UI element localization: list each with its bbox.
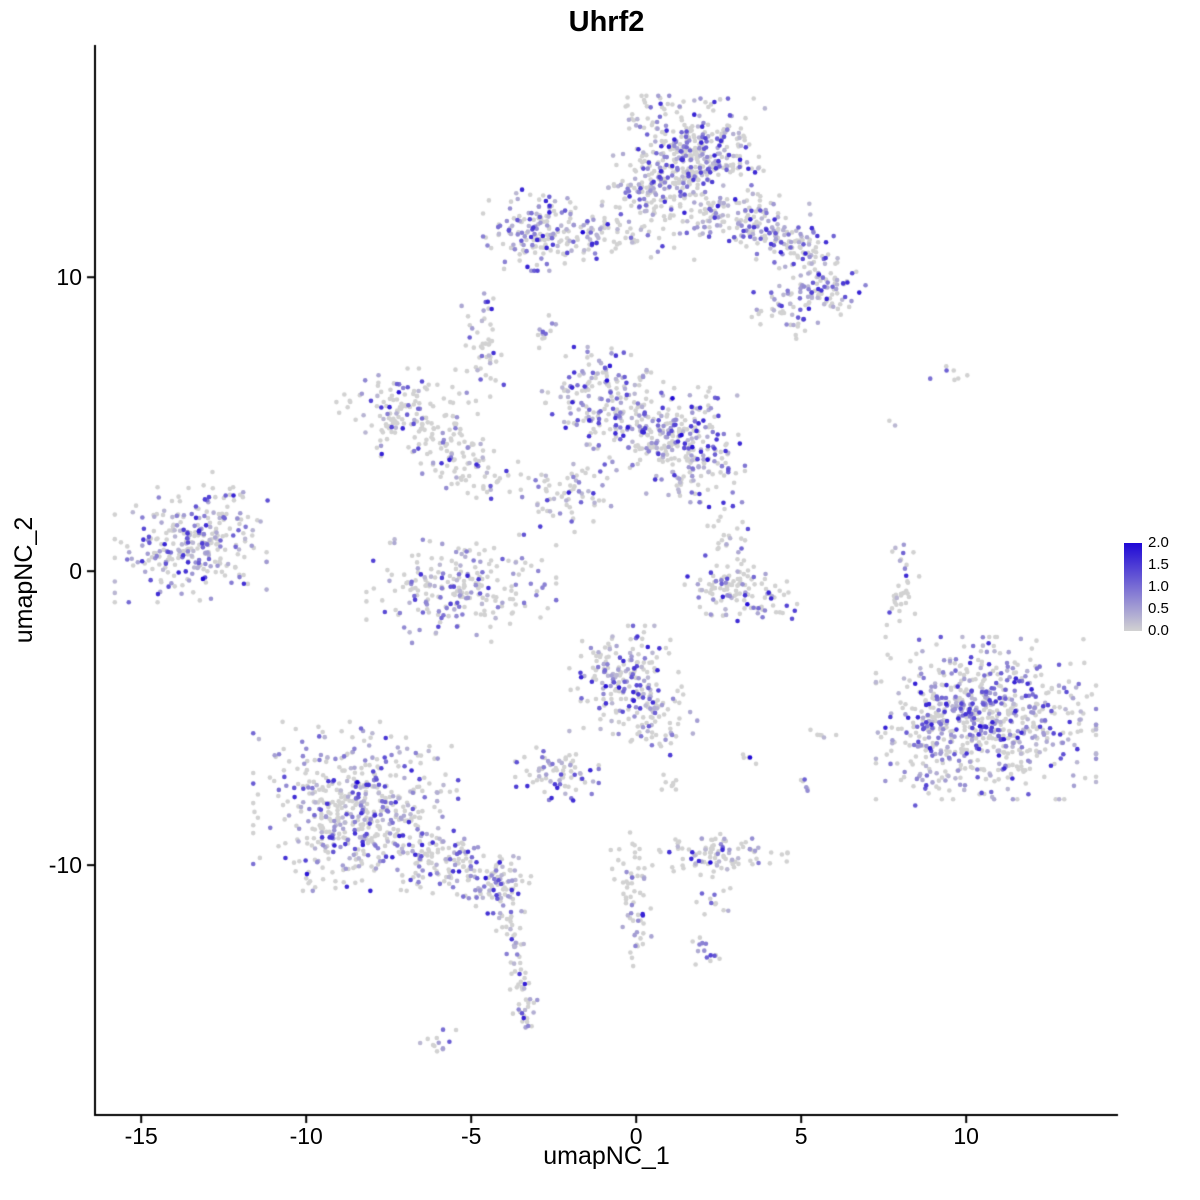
y-tick-label: 0: [69, 558, 82, 585]
legend-tick-label: 2.0: [1148, 534, 1169, 551]
legend-tick-label: 1.0: [1148, 578, 1169, 595]
expression-legend: 2.0 1.5 1.0 0.5 0.0: [1124, 534, 1200, 643]
y-tick-label: -10: [48, 852, 82, 879]
x-axis-title: umapNC_1: [543, 1142, 670, 1170]
y-tick-label: 10: [56, 264, 82, 291]
x-tick-label: -10: [289, 1123, 323, 1149]
x-tick-label: 5: [794, 1123, 808, 1149]
legend-tick-label: 0.5: [1148, 600, 1169, 617]
x-tick-label: -5: [460, 1123, 482, 1149]
x-tick-label: 0: [629, 1123, 643, 1149]
legend-tick-label: 0.0: [1148, 622, 1169, 639]
x-tick-label: -15: [124, 1123, 158, 1149]
legend-tick-label: 1.5: [1148, 556, 1169, 573]
legend-gradient-bar: [1124, 543, 1142, 631]
plot-title: Uhrf2: [568, 6, 645, 38]
x-tick-label: 10: [953, 1123, 979, 1149]
